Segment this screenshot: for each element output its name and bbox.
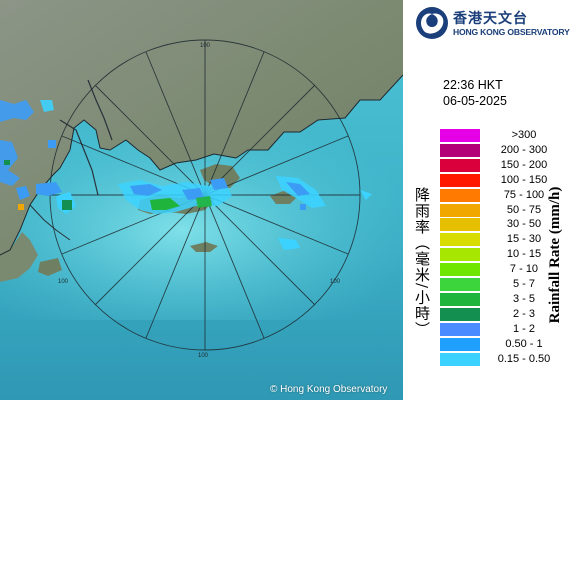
legend-range-label: 7 - 10: [509, 263, 539, 276]
ring-label-n: 100: [200, 43, 211, 49]
legend-swatch: [440, 129, 480, 142]
legend-range-label: 0.50 - 1: [505, 337, 543, 350]
legend-english-title: Rainfall Rate (mm/h): [547, 186, 563, 324]
legend-range-label: 150 - 200: [500, 158, 548, 171]
radar-date: 06-05-2025: [443, 94, 507, 108]
legend-swatch: [440, 173, 480, 187]
legend-swatch: [440, 143, 480, 157]
legend-swatch: [440, 278, 480, 291]
legend-swatch: [440, 248, 480, 262]
legend-swatch: [440, 188, 480, 202]
legend-swatch: [440, 307, 480, 321]
mainland-landmass: [0, 0, 403, 255]
legend-range-label: 5 - 7: [512, 278, 535, 290]
legend-range-label: 10 - 15: [506, 248, 542, 261]
legend-range-label: 2 - 3: [512, 307, 535, 320]
legend-chinese-title: 降雨率（毫米/小時）: [413, 186, 431, 338]
hko-logo-icon: [416, 7, 448, 39]
legend-range-label: 200 - 300: [500, 143, 548, 156]
logo-chinese-name: 香港天文台: [453, 11, 528, 27]
legend-panel: 香港天文台 HONG KONG OBSERVATORY 22:36 HKT 06…: [403, 0, 577, 400]
legend-swatch: [440, 233, 480, 247]
radar-map[interactable]: 100 100 100 100: [0, 0, 403, 400]
ring-label-se: 100: [330, 279, 341, 285]
rain-echoes: [0, 100, 372, 250]
legend-swatch: [440, 337, 480, 351]
legend-swatch: [440, 322, 480, 336]
legend-range-label: 0.15 - 0.50: [497, 352, 551, 365]
radar-map-image: 100 100 100 100: [0, 0, 403, 400]
ring-label-sw: 100: [58, 279, 69, 285]
legend-range-label: >300: [511, 129, 537, 141]
ring-label-s: 100: [198, 353, 209, 359]
legend-swatch: [440, 352, 480, 366]
logo-english-name: HONG KONG OBSERVATORY: [453, 27, 570, 37]
legend-range-label: 15 - 30: [506, 233, 542, 246]
legend-range-label: 1 - 2: [512, 322, 535, 335]
legend-english-title-wrap: Rainfall Rate (mm/h): [545, 187, 575, 585]
radar-time: 22:36 HKT: [443, 78, 503, 92]
legend-swatch: [440, 158, 480, 172]
legend-swatch: [440, 203, 480, 217]
legend-range-label: 100 - 150: [500, 173, 548, 186]
legend-swatch: [440, 218, 480, 232]
legend-swatch: [440, 292, 480, 306]
legend-range-label: 50 - 75: [506, 203, 542, 216]
hko-logo[interactable]: 香港天文台 HONG KONG OBSERVATORY: [415, 6, 575, 40]
legend-range-label: 3 - 5: [512, 292, 535, 305]
legend-range-label: 75 - 100: [503, 188, 545, 201]
legend-range-label: 30 - 50: [506, 218, 542, 231]
legend-swatch: [440, 263, 480, 277]
copyright-text: © Hong Kong Observatory: [270, 384, 388, 395]
